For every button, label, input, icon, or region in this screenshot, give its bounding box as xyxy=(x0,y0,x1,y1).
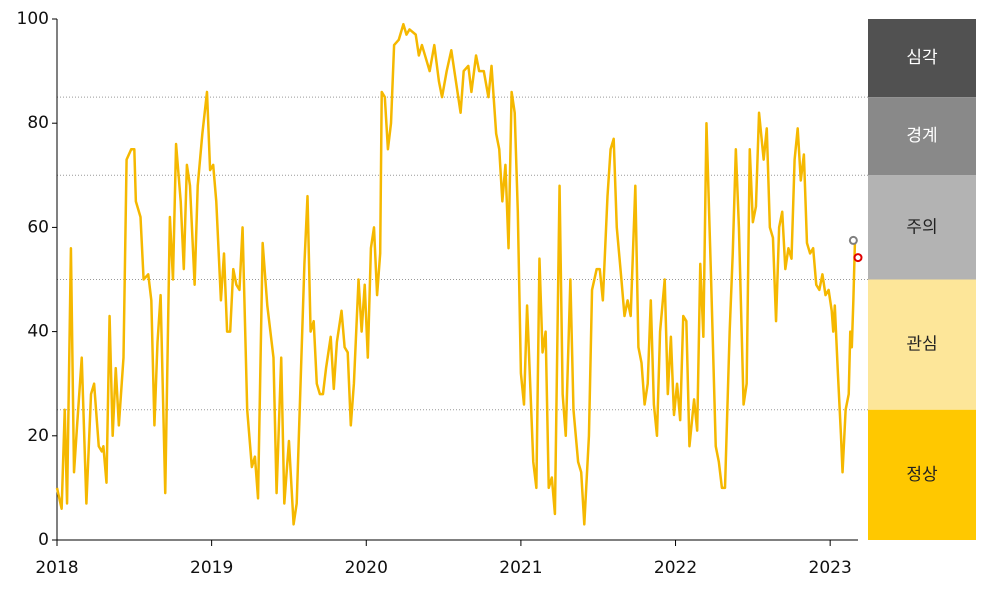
y-tick-label: 40 xyxy=(27,322,49,342)
x-tick-label: 2020 xyxy=(345,558,388,578)
y-tick-label: 20 xyxy=(27,426,49,446)
band-label: 경계 xyxy=(906,126,937,146)
band-label: 심각 xyxy=(906,48,938,68)
x-tick-label: 2018 xyxy=(35,558,78,578)
band xyxy=(868,409,976,540)
x-tick-label: 2021 xyxy=(499,558,542,578)
band xyxy=(868,97,976,176)
y-tick-label: 0 xyxy=(38,530,49,550)
band xyxy=(868,19,976,98)
y-tick-label: 100 xyxy=(17,9,49,29)
x-tick-label: 2023 xyxy=(809,558,852,578)
line xyxy=(55,22,857,526)
marker xyxy=(848,235,858,245)
y-tick-label: 80 xyxy=(27,113,49,133)
band-label: 정상 xyxy=(906,465,938,485)
x-tick-label: 2019 xyxy=(190,558,233,578)
x-tick-label: 2022 xyxy=(654,558,697,578)
band xyxy=(868,175,976,280)
band-label: 관심 xyxy=(906,335,937,355)
y-tick-label: 60 xyxy=(27,217,49,237)
band-label: 주의 xyxy=(906,217,937,237)
marker xyxy=(853,253,863,263)
band xyxy=(868,279,976,410)
